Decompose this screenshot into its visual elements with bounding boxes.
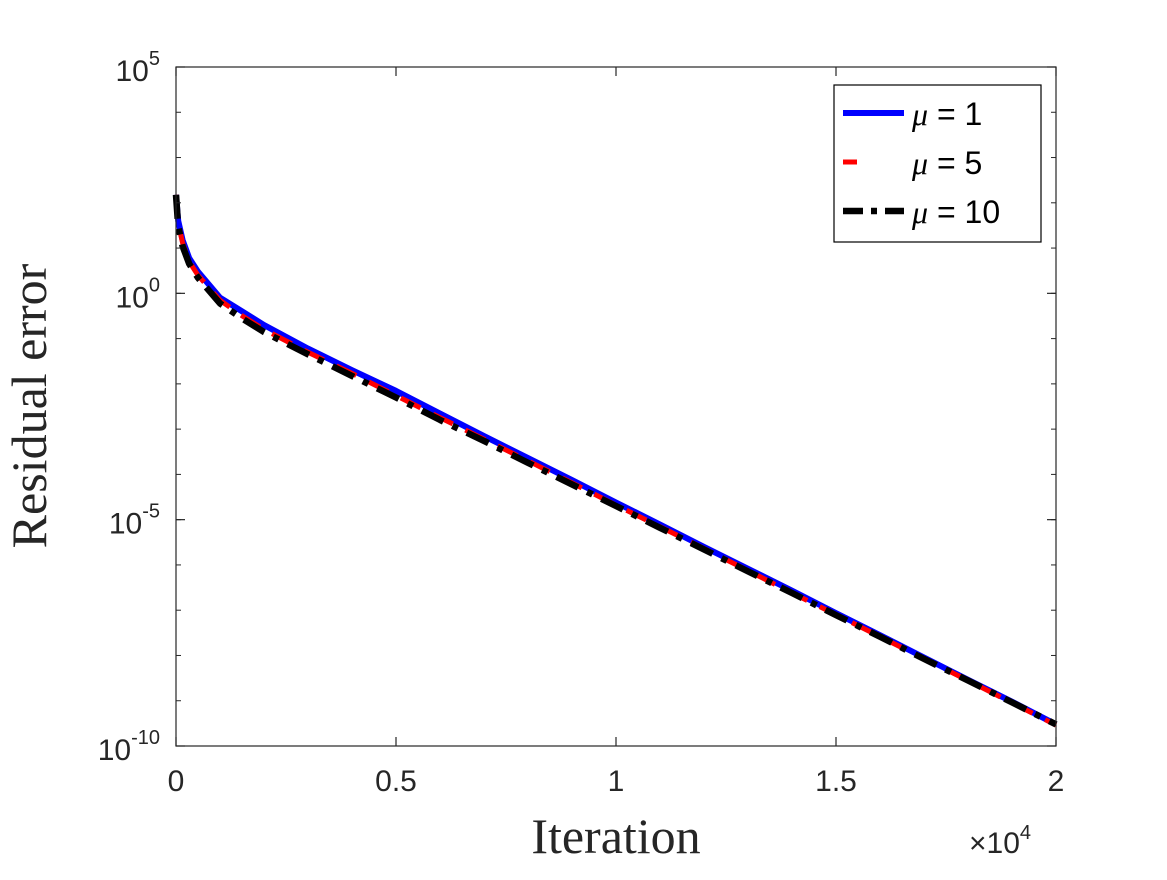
y-tick-label-exponent: -5 bbox=[142, 501, 160, 523]
x-multiplier-base: ×10 bbox=[969, 827, 1020, 860]
series-line-3 bbox=[172, 194, 1058, 728]
x-tick-label: 1 bbox=[608, 765, 625, 798]
y-tick-label-base: 10 bbox=[116, 281, 149, 314]
x-tick-label: 0.5 bbox=[375, 765, 417, 798]
y-tick-label-base: 10 bbox=[116, 55, 149, 88]
legend: μ = 1μ = 5μ = 10 bbox=[833, 84, 1042, 243]
legend-label-value: = 1 bbox=[928, 96, 982, 132]
legend-label-symbol: μ bbox=[911, 145, 928, 181]
legend-label-value: = 5 bbox=[928, 145, 982, 181]
legend-label-value: = 10 bbox=[928, 194, 1000, 230]
x-axis-title: Iteration bbox=[531, 808, 700, 864]
legend-label-symbol: μ bbox=[911, 96, 928, 132]
legend-label-2: μ = 5 bbox=[911, 145, 982, 181]
y-tick-label: 10-5 bbox=[109, 501, 160, 541]
x-tick-label: 2 bbox=[1048, 765, 1065, 798]
x-multiplier-label: ×104 bbox=[969, 822, 1031, 860]
series-layer bbox=[172, 194, 1058, 728]
y-tick-label-base: 10 bbox=[98, 734, 131, 767]
x-multiplier-exponent: 4 bbox=[1020, 822, 1031, 844]
y-tick-label-exponent: 0 bbox=[149, 274, 160, 296]
y-tick-label: 105 bbox=[116, 48, 161, 88]
x-tick-label: 1.5 bbox=[815, 765, 857, 798]
y-axis-title: Residual error bbox=[1, 263, 57, 548]
x-tick-label: 0 bbox=[168, 765, 185, 798]
y-tick-label: 100 bbox=[116, 274, 161, 314]
y-tick-label-base: 10 bbox=[109, 508, 142, 541]
legend-label-symbol: μ bbox=[911, 194, 928, 230]
y-tick-label-exponent: 5 bbox=[149, 48, 160, 70]
legend-label-1: μ = 1 bbox=[911, 96, 982, 132]
legend-label-3: μ = 10 bbox=[911, 194, 1000, 230]
y-tick-label: 10-10 bbox=[98, 727, 160, 767]
y-tick-label-exponent: -10 bbox=[131, 727, 160, 749]
series-line-2 bbox=[173, 194, 1058, 728]
